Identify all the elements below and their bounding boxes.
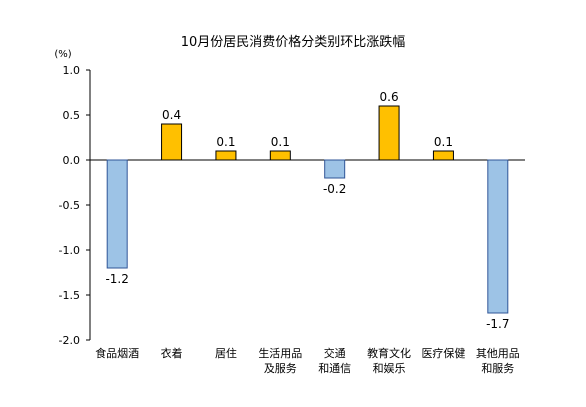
bar <box>161 123 183 161</box>
chart-title: 10月份居民消费价格分类别环比涨跌幅 <box>181 34 406 50</box>
y-tick-label: 0.5 <box>63 109 81 122</box>
x-category-label: 居住 <box>215 346 237 360</box>
bar <box>432 150 454 161</box>
y-tick-label: -0.5 <box>59 199 80 212</box>
bar-value-label: 0.1 <box>216 135 235 149</box>
x-category-label: 衣着 <box>161 346 183 360</box>
x-category-label: 食品烟酒 <box>95 346 139 360</box>
bar-value-label: -1.2 <box>105 272 128 286</box>
x-category-label: 交通 <box>324 346 346 360</box>
bar-value-label: -1.7 <box>486 317 509 331</box>
bar-value-label: 0.6 <box>380 90 399 104</box>
bar <box>324 159 346 179</box>
x-category-label: 医疗保健 <box>421 346 465 360</box>
bar <box>106 159 128 269</box>
bars-layer <box>106 105 509 314</box>
bar-value-label: 0.4 <box>162 108 181 122</box>
x-category-label: 和服务 <box>481 362 514 375</box>
y-tick-label: 1.0 <box>63 64 81 77</box>
bar <box>269 150 291 161</box>
y-tick-label: -1.5 <box>59 289 80 302</box>
x-category-label: 和通信 <box>318 362 351 375</box>
bar <box>215 150 237 161</box>
bar <box>378 105 400 161</box>
y-tick-label: -2.0 <box>59 334 80 347</box>
bar-value-label: -0.2 <box>323 182 346 196</box>
bar <box>487 159 509 314</box>
bar-value-label: 0.1 <box>434 135 453 149</box>
y-axis-unit-label: (%) <box>54 49 71 60</box>
x-category-label: 生活用品 <box>258 346 302 360</box>
x-category-label: 和娱乐 <box>373 361 406 375</box>
x-category-label: 其他用品 <box>476 347 520 360</box>
axes-layer: 1.0 0.5 0.0 -0.5 -1.0 -1.5 -2.0 <box>59 64 525 347</box>
x-category-label: 及服务 <box>264 362 297 375</box>
y-tick-label: 0.0 <box>63 154 81 167</box>
x-category-label: 教育文化 <box>367 346 411 360</box>
y-tick-label: -1.0 <box>59 244 80 257</box>
bar-value-label: 0.1 <box>271 135 290 149</box>
